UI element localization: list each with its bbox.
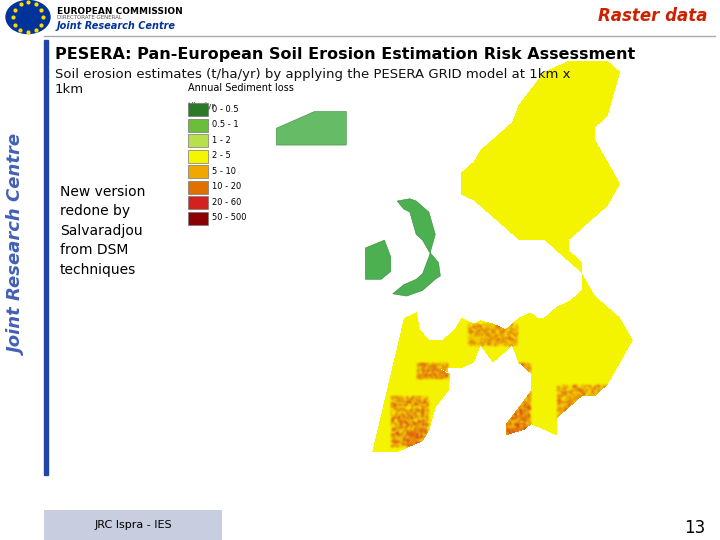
Polygon shape xyxy=(365,240,391,279)
Text: 2 - 5: 2 - 5 xyxy=(212,152,230,160)
Text: 0.5 - 1: 0.5 - 1 xyxy=(212,120,238,130)
Text: 1km: 1km xyxy=(55,83,84,96)
Text: Joint Research Centre: Joint Research Centre xyxy=(57,21,176,31)
Polygon shape xyxy=(276,112,346,145)
Text: JRC Ispra - IES: JRC Ispra - IES xyxy=(94,520,172,530)
Text: Annual Sediment loss: Annual Sediment loss xyxy=(188,83,294,93)
Bar xyxy=(188,196,208,209)
Text: 10 - 20: 10 - 20 xyxy=(212,183,241,192)
Bar xyxy=(188,180,208,193)
Circle shape xyxy=(6,1,50,33)
Text: Raster data: Raster data xyxy=(598,7,708,25)
Bar xyxy=(188,150,208,163)
Polygon shape xyxy=(392,199,441,296)
Text: Soil erosion estimates (t/ha/yr) by applying the PESERA GRID model at 1km x: Soil erosion estimates (t/ha/yr) by appl… xyxy=(55,68,570,81)
Text: 1 - 2: 1 - 2 xyxy=(212,136,230,145)
Text: t/ha/yr: t/ha/yr xyxy=(188,102,216,111)
Bar xyxy=(44,510,222,540)
Text: PESERA: Pan-European Soil Erosion Estimation Risk Assessment: PESERA: Pan-European Soil Erosion Estima… xyxy=(55,47,635,62)
Bar xyxy=(188,134,208,147)
Text: EUROPEAN COMMISSION: EUROPEAN COMMISSION xyxy=(57,7,183,16)
Text: Joint Research Centre: Joint Research Centre xyxy=(9,135,27,355)
Bar xyxy=(188,165,208,178)
Text: 20 - 60: 20 - 60 xyxy=(212,198,241,207)
Bar xyxy=(188,103,208,116)
Text: 50 - 500: 50 - 500 xyxy=(212,213,246,222)
Bar xyxy=(44,40,48,475)
Text: 13: 13 xyxy=(685,519,706,537)
Text: 5 - 10: 5 - 10 xyxy=(212,167,236,176)
Bar xyxy=(188,212,208,225)
Bar xyxy=(188,118,208,132)
Text: DIRECTORATE GENERAL: DIRECTORATE GENERAL xyxy=(57,15,122,20)
Text: 0 - 0.5: 0 - 0.5 xyxy=(212,105,238,114)
Text: New version
redone by
Salvaradjou
from DSM
techniques: New version redone by Salvaradjou from D… xyxy=(60,185,145,277)
